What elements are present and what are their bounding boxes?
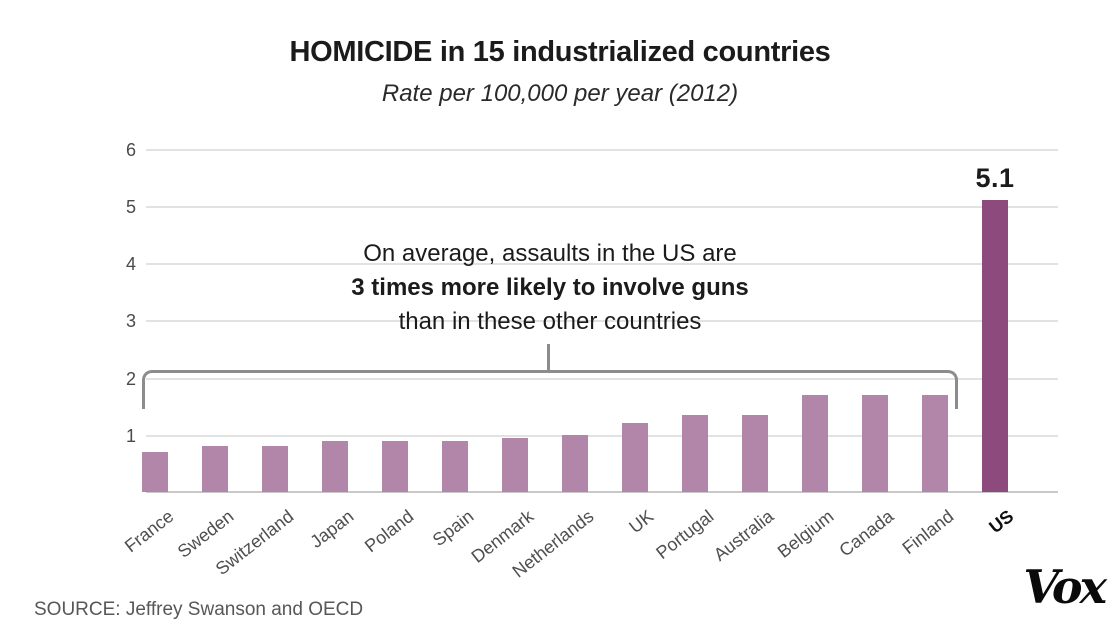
bar-spain <box>442 441 468 492</box>
x-axis-label-spain: Spain <box>428 506 478 551</box>
annotation-line-1: On average, assaults in the US are <box>363 240 737 267</box>
annotation-connector-line <box>547 344 550 372</box>
bar-japan <box>322 441 348 492</box>
bar-switzerland <box>262 446 288 492</box>
y-axis-tick-2: 2 <box>125 369 136 389</box>
x-axis-line <box>146 491 1058 493</box>
bar-poland <box>382 441 408 492</box>
source-credit: SOURCE: Jeffrey Swanson and OECD <box>34 599 364 620</box>
x-axis-label-uk: UK <box>625 506 658 538</box>
bar-portugal <box>682 415 708 492</box>
chart-subtitle: Rate per 100,000 per year (2012) <box>381 80 739 107</box>
bar-belgium <box>802 395 828 492</box>
x-axis-label-australia: Australia <box>709 506 778 565</box>
x-axis-label-canada: Canada <box>835 506 898 561</box>
bar-canada <box>862 395 888 492</box>
annotation: On average, assaults in the US are 3 tim… <box>250 237 850 339</box>
countries-bracket <box>142 370 958 409</box>
x-axis-label-finland: Finland <box>898 506 958 559</box>
us-value-label: 5.1 <box>975 163 1015 193</box>
gridline-3 <box>146 320 1058 322</box>
x-axis-label-poland: Poland <box>360 506 418 557</box>
y-axis-tick-5: 5 <box>125 197 136 217</box>
bar-australia <box>742 415 768 492</box>
x-axis-label-portugal: Portugal <box>652 506 718 564</box>
x-axis-label-france: France <box>120 506 178 557</box>
bar-denmark <box>502 438 528 492</box>
y-axis-tick-3: 3 <box>125 311 136 331</box>
y-axis-tick-1: 1 <box>125 426 136 446</box>
bar-france <box>142 452 168 492</box>
gridline-4 <box>146 263 1058 265</box>
vox-logo: Vox <box>1023 560 1107 614</box>
bar-sweden <box>202 446 228 492</box>
x-axis-label-belgium: Belgium <box>773 506 838 562</box>
bar-finland <box>922 395 948 492</box>
bar-netherlands <box>562 435 588 492</box>
x-axis-label-us: US <box>985 506 1018 538</box>
annotation-line-3: than in these other countries <box>398 308 702 335</box>
bar-uk <box>622 423 648 492</box>
gridline-2 <box>146 378 1058 380</box>
gridline-1 <box>146 435 1058 437</box>
x-axis-label-japan: Japan <box>306 506 358 552</box>
gridline-5 <box>146 206 1058 208</box>
bar-us <box>982 200 1008 492</box>
annotation-line-2: 3 times more likely to involve guns <box>351 274 749 301</box>
y-axis-tick-6: 6 <box>125 140 136 160</box>
gridline-6 <box>146 149 1058 151</box>
y-axis-tick-4: 4 <box>125 254 136 274</box>
chart-title: HOMICIDE in 15 industrialized countries <box>289 36 831 68</box>
